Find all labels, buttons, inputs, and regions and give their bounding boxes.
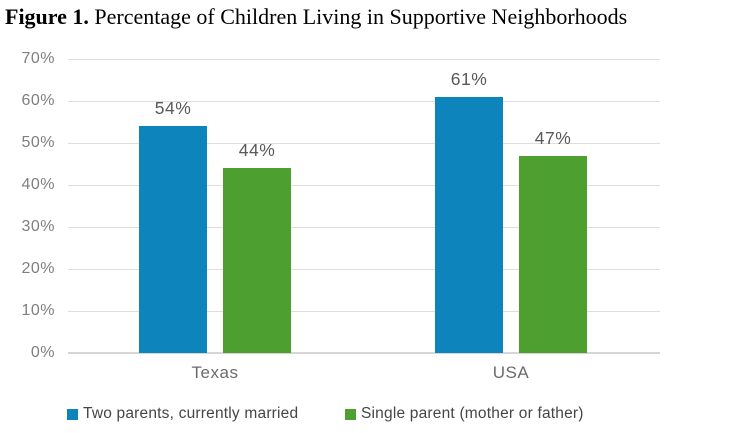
chart-title: Figure 1. Percentage of Children Living …	[5, 4, 731, 30]
y-axis-tick-label: 30%	[21, 218, 55, 235]
y-axis-tick-label: 40%	[21, 176, 55, 193]
y-axis-tick-label: 50%	[21, 134, 55, 151]
chart-title-text: Percentage of Children Living in Support…	[88, 4, 628, 29]
gridline	[68, 101, 660, 102]
legend: Two parents, currently married Single par…	[0, 403, 735, 425]
bar-value-label: 47%	[534, 127, 572, 148]
gridline	[68, 227, 660, 228]
plot-area: 54% 44% 61% 47%	[68, 59, 660, 354]
legend-swatch-single-parent	[345, 408, 356, 420]
legend-item-single-parent: Single parent (mother or father)	[345, 403, 584, 425]
x-axis-line	[68, 352, 660, 354]
gridline	[68, 269, 660, 270]
legend-label-single-parent: Single parent (mother or father)	[361, 405, 584, 422]
chart-title-figure-number: Figure 1.	[5, 4, 89, 29]
gridline	[68, 185, 660, 186]
legend-item-two-parents: Two parents, currently married	[67, 403, 298, 425]
bar-value-label: 61%	[450, 68, 488, 89]
gridline	[68, 59, 660, 60]
bar-value-label: 54%	[154, 98, 192, 119]
y-axis-tick-label: 0%	[30, 344, 55, 361]
bar-usa-two-parents	[435, 96, 503, 353]
legend-swatch-two-parents	[67, 408, 78, 420]
bar-value-label: 44%	[238, 140, 276, 161]
legend-label-two-parents: Two parents, currently married	[83, 405, 299, 422]
bar-usa-single-parent	[519, 155, 587, 353]
y-axis-tick-label: 20%	[21, 260, 55, 277]
bar-texas-single-parent	[223, 168, 291, 353]
y-axis-tick-label: 60%	[21, 92, 55, 109]
x-axis-label-texas: Texas	[191, 363, 239, 382]
bar-texas-two-parents	[139, 126, 207, 353]
y-axis-tick-label: 70%	[21, 50, 55, 67]
gridline	[68, 143, 660, 144]
y-axis-tick-label: 10%	[21, 302, 55, 319]
gridline	[68, 311, 660, 312]
x-axis-label-usa: USA	[492, 363, 530, 382]
